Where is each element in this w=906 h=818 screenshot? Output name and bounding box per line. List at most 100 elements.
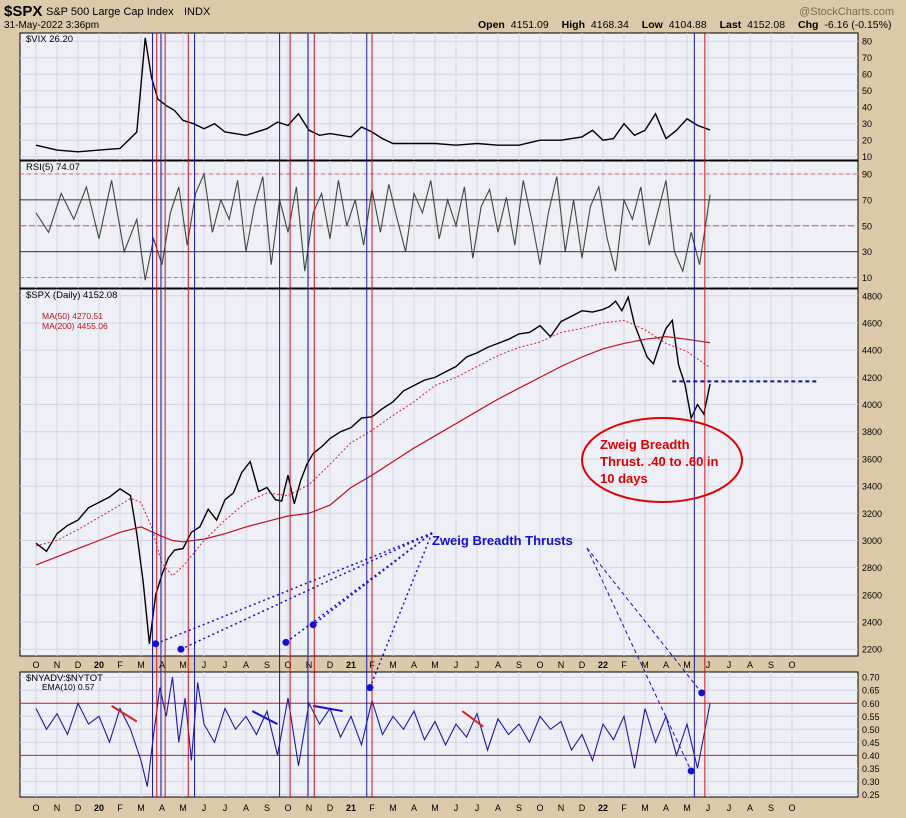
x-tick-label-top: N <box>558 660 565 670</box>
x-tick-label-top: M <box>179 660 187 670</box>
x-tick-label-top: M <box>431 660 439 670</box>
x-tick-label-top: N <box>54 660 61 670</box>
chg-value: -6.16 (-0.15%) <box>824 19 891 31</box>
vix-tick-label: 10 <box>862 152 872 162</box>
breadth-tick-label: 0.70 <box>862 673 880 683</box>
spx-tick-label: 4400 <box>862 346 882 356</box>
vix-tick-label: 80 <box>862 37 872 47</box>
x-tick-label-bottom: M <box>389 803 397 813</box>
zbt-dotted-arrow <box>312 532 433 626</box>
vix-tick-label: 60 <box>862 70 872 80</box>
x-tick-label-top: M <box>137 660 145 670</box>
vix-panel-bg <box>19 32 859 161</box>
breadth-trend-segment <box>313 704 343 713</box>
spx-legend-2: MA(200) 4455.06 <box>42 321 108 331</box>
x-tick-label-bottom: O <box>788 803 795 813</box>
x-tick-label-bottom: M <box>137 803 145 813</box>
spx-tick-label: 2200 <box>862 645 882 655</box>
rsi-tick-label: 30 <box>862 247 872 257</box>
x-tick-label-bottom: A <box>747 803 753 813</box>
low-value: 4104.88 <box>669 19 707 31</box>
watermark: @StockCharts.com <box>799 6 894 18</box>
breadth-tick-label: 0.25 <box>862 790 880 800</box>
breadth-tick-label: 0.50 <box>862 725 880 735</box>
zbt-arrowhead <box>698 689 706 697</box>
low-label: Low <box>642 19 664 31</box>
x-tick-label-bottom: A <box>243 803 249 813</box>
x-tick-label-bottom: A <box>411 803 417 813</box>
spx-tick-label: 2800 <box>862 563 882 573</box>
zbt-arrowhead <box>366 684 374 692</box>
vix-line <box>35 37 711 153</box>
zbt-dashed-arrow <box>586 547 692 772</box>
x-tick-label-top: M <box>683 660 691 670</box>
chart-panels: 10 20 30 40 50 60 70 80 $VIX 26.20 10 30 50 70 90 RSI(… <box>19 32 882 813</box>
rsi-tick-label: 10 <box>862 273 872 283</box>
x-tick-label-bottom: M <box>641 803 649 813</box>
x-tick-label-bottom: J <box>454 803 459 813</box>
x-tick-label-bottom: J <box>727 803 732 813</box>
x-tick-label-bottom: F <box>621 803 627 813</box>
zbt-title: Zweig Breadth Thrusts <box>432 533 573 548</box>
header-name: S&P 500 Large Cap Index <box>46 6 174 18</box>
breadth-tick-label: 0.40 <box>862 751 880 761</box>
x-tick-label-top: A <box>411 660 417 670</box>
annotations: Zweig Breadth Thrusts Zweig Breadth Thru… <box>152 417 743 775</box>
x-tick-label-top: D <box>579 660 586 670</box>
x-tick-label-bottom: F <box>117 803 123 813</box>
zbt-arrowhead <box>177 645 185 653</box>
breadth-tick-label: 0.30 <box>862 777 880 787</box>
x-tick-label-bottom: J <box>475 803 480 813</box>
x-tick-label-bottom: D <box>75 803 82 813</box>
x-tick-label-bottom: A <box>495 803 501 813</box>
x-tick-label-top: D <box>75 660 82 670</box>
signal-lines <box>152 33 706 797</box>
x-tick-label-top: N <box>306 660 313 670</box>
spx-tick-label: 3200 <box>862 509 882 519</box>
spx-tick-label: 4000 <box>862 400 882 410</box>
breadth-trend-segment <box>461 710 484 728</box>
spx-legend-1: MA(50) 4270.51 <box>42 311 103 321</box>
rsi-tick-label: 90 <box>862 169 872 179</box>
x-tick-label-top: F <box>117 660 123 670</box>
breadth-tick-label: 0.60 <box>862 699 880 709</box>
high-value: 4168.34 <box>591 19 629 31</box>
x-tick-label-bottom: J <box>223 803 228 813</box>
x-tick-label-top: 22 <box>598 660 608 670</box>
breadth-tick-label: 0.65 <box>862 686 880 696</box>
x-tick-label-top: 20 <box>94 660 104 670</box>
spx-tick-label: 2400 <box>862 618 882 628</box>
spx-tick-label: 3400 <box>862 482 882 492</box>
high-label: High <box>562 19 585 31</box>
vix-tick-label: 70 <box>862 53 872 63</box>
rsi-panel-bg <box>19 160 859 289</box>
vix-tick-label: 40 <box>862 103 872 113</box>
x-tick-label-bottom: O <box>536 803 543 813</box>
zbt-dotted-arrow <box>180 532 433 650</box>
x-tick-label-top: A <box>663 660 669 670</box>
spx-tick-label: 2600 <box>862 590 882 600</box>
x-tick-label-top: M <box>389 660 397 670</box>
x-tick-label-top: S <box>768 660 774 670</box>
zbt-note-ellipse <box>581 417 743 503</box>
x-tick-label-bottom: J <box>202 803 207 813</box>
x-tick-label-bottom: S <box>264 803 270 813</box>
zbt-note-line2: Thrust. .40 to .60 in <box>600 454 719 469</box>
x-tick-label-top: O <box>536 660 543 670</box>
x-tick-label-top: J <box>202 660 207 670</box>
rsi-tick-label: 70 <box>862 195 872 205</box>
rsi-tick-label: 50 <box>862 221 872 231</box>
vix-tick-label: 20 <box>862 136 872 146</box>
x-tick-label-top: J <box>454 660 459 670</box>
x-tick-label-top: O <box>788 660 795 670</box>
zbt-note-line3: 10 days <box>600 471 648 486</box>
last-value: 4152.08 <box>747 19 785 31</box>
last-label: Last <box>720 19 742 31</box>
x-tick-label-top: F <box>621 660 627 670</box>
x-tick-label-bottom: 20 <box>94 803 104 813</box>
rsi-title: RSI(5) 74.07 <box>26 162 80 173</box>
vix-title: $VIX 26.20 <box>26 34 73 45</box>
breadth-trend-segment <box>111 705 138 723</box>
x-tick-label-top: M <box>641 660 649 670</box>
